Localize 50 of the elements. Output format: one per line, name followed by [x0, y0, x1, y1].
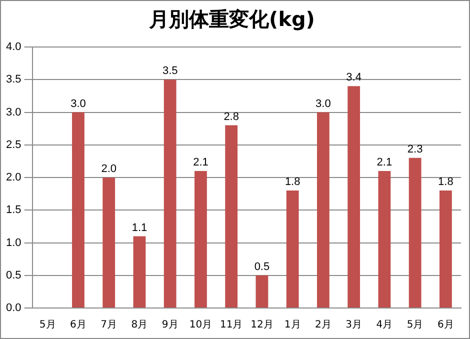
x-tick-label: 6月	[70, 320, 86, 331]
y-tick-label: 4.0	[6, 41, 22, 54]
y-tick-label: 3.0	[6, 106, 22, 118]
data-label: 1.8	[284, 176, 300, 188]
y-tick-label: 3.5	[6, 74, 22, 86]
data-label: 2.8	[224, 110, 239, 123]
chart-title: 月別体重変化(kg)	[148, 7, 315, 32]
bar	[164, 80, 176, 308]
data-label: 2.1	[193, 156, 208, 169]
x-tick-label: 1月	[284, 320, 301, 331]
x-tick-label: 6月	[438, 320, 454, 331]
x-tick-label: 5月	[406, 320, 424, 331]
data-label: 1.1	[132, 222, 148, 234]
bar	[439, 190, 452, 308]
y-tick-label: 1.0	[6, 236, 22, 249]
x-tick-label: 12月	[250, 320, 274, 331]
x-tick-label: 3月	[346, 320, 362, 331]
y-tick-label: 1.5	[6, 204, 22, 216]
bar	[378, 170, 391, 308]
x-tick-label: 11月	[220, 320, 243, 331]
data-label: 2.0	[101, 163, 116, 176]
y-tick-label: 0.0	[6, 302, 22, 314]
data-label: 3.0	[316, 98, 331, 110]
x-tick-label: 2月	[315, 320, 332, 331]
x-tick-label: 5月	[39, 320, 56, 331]
data-label: 2.3	[407, 143, 423, 156]
bar	[72, 112, 84, 308]
x-tick-label: 4月	[376, 320, 393, 331]
bar	[256, 275, 268, 308]
x-tick-label: 8月	[131, 320, 148, 331]
x-tick-label: 7月	[100, 320, 118, 331]
data-label: 3.0	[70, 98, 86, 110]
bar	[133, 236, 146, 308]
bar	[102, 178, 116, 308]
data-label: 3.4	[346, 72, 362, 84]
bar	[225, 125, 238, 308]
data-label: 1.8	[438, 176, 454, 188]
x-tick-label: 10月	[189, 320, 212, 331]
bar	[408, 158, 422, 308]
y-tick-label: 2.0	[6, 172, 22, 184]
bar	[286, 190, 299, 308]
y-tick-label: 2.5	[6, 138, 22, 151]
data-label: 2.1	[376, 156, 392, 169]
y-tick-label: 0.5	[6, 269, 22, 282]
data-label: 0.5	[254, 260, 270, 273]
x-tick-label: 9月	[162, 320, 178, 331]
bar	[317, 112, 330, 308]
data-label: 3.5	[162, 65, 178, 78]
bar	[194, 170, 207, 308]
bar	[348, 86, 360, 308]
